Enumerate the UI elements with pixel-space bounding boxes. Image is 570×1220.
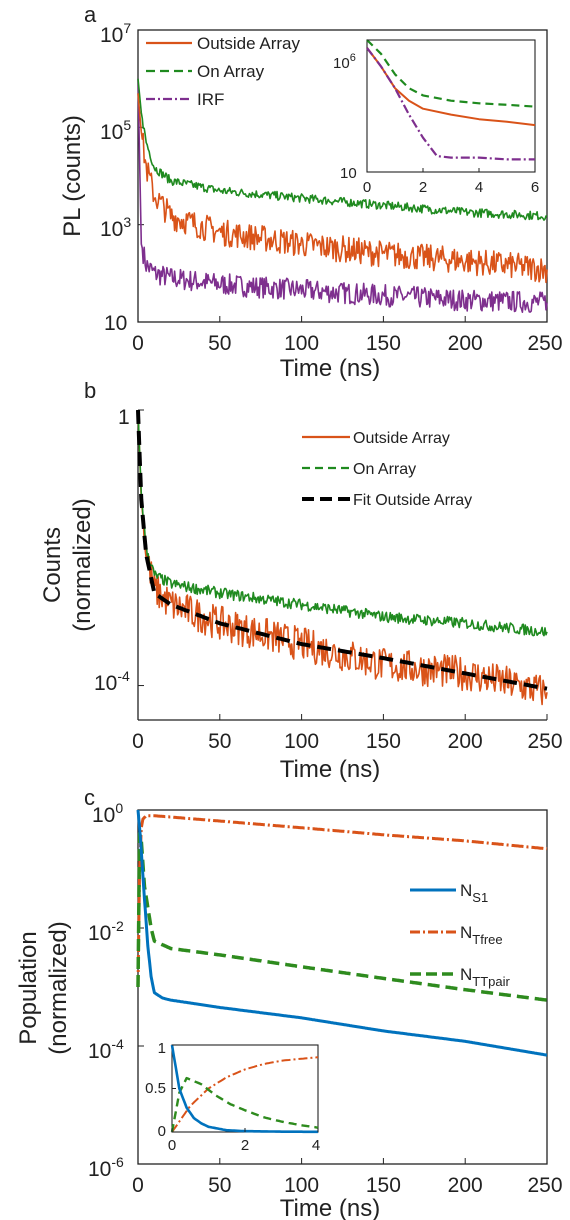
b-xtick-label: 250 [527,730,562,753]
a-legend-label: Outside Array [197,34,300,53]
c-ytick-label: 10-6 [88,1154,124,1181]
c-xtick-label: 100 [284,1174,319,1197]
a-xtick-label: 50 [208,332,231,355]
a-y-axis-label: PL (counts) [59,115,86,237]
b-legend-label: Fit Outside Array [353,492,472,509]
c-legend: NS1 NTfree NTTpair [410,881,511,989]
c-inset-series-n-tfree [171,1056,319,1133]
a-legend: Outside Array On Array IRF [146,34,300,109]
c-inset-ytick-label: 1 [158,1040,166,1057]
a-ytick-label: 105 [100,117,131,144]
c-ytick-label: 10-4 [88,1036,124,1063]
b-series-outside-array [137,409,548,706]
panel-c: c 100 10-2 10-4 10-6 0 50 100 150 200 25… [15,785,563,1220]
a-inset-ytick-label: 10 [340,165,357,182]
a-series-outside-array [137,93,548,284]
a-series-irf [137,78,548,313]
a-xtick-label: 200 [448,332,483,355]
c-xtick-label: 250 [527,1174,562,1197]
b-xtick-label: 150 [366,730,401,753]
a-xtick-label: 150 [366,332,401,355]
panel-a-axes-box [137,29,548,323]
a-inset-ytick-label: 106 [333,52,356,72]
panel-a-letter: a [84,2,97,27]
c-ytick-label: 10-2 [88,918,124,945]
c-series-n-ttpair [136,831,548,1002]
b-ytick-label: 1 [118,406,130,429]
panel-a: a 107 105 103 10 0 50 100 150 200 250 Ti… [59,2,563,382]
panel-b: b 1 10-4 0 50 100 150 200 250 Time (ns) … [39,378,563,783]
b-xtick-label: 50 [208,730,231,753]
c-series-n-tfree [136,814,548,988]
b-xtick-label: 100 [284,730,319,753]
c-inset-xtick-label: 4 [312,1137,320,1154]
a-legend-label: On Array [197,62,265,81]
a-inset-series-on-array [366,39,536,108]
b-legend-label: Outside Array [353,430,450,447]
a-inset-xtick-label: 0 [363,179,371,196]
b-series-fit-outside-array [136,409,548,691]
panel-b-letter: b [84,378,96,403]
a-inset-series-irf [366,47,535,161]
panel-c-letter: c [84,785,95,810]
c-legend-label: NTfree [460,923,503,947]
c-y-axis-label-line2: (normalized) [45,921,72,1054]
a-inset-box [366,39,536,173]
c-inset-ytick-label: 0 [158,1123,166,1140]
c-legend-label: NS1 [460,881,488,905]
b-ytick-label: 10-4 [94,668,130,695]
c-xtick-label: 200 [448,1174,483,1197]
a-ytick-label: 107 [100,20,131,47]
a-xtick-label: 0 [132,332,144,355]
c-xtick-label: 50 [208,1174,231,1197]
a-ytick-label: 103 [100,214,131,241]
a-legend-label: IRF [197,90,224,109]
c-inset-series-n-ttpair [170,1076,319,1133]
c-xtick-label: 0 [132,1174,144,1197]
b-y-axis-label-line1: Counts [39,527,66,603]
a-inset-xtick-label: 4 [475,179,483,196]
b-xtick-label: 0 [132,730,144,753]
c-legend-label: NTTpair [460,965,511,989]
c-inset-xtick-label: 2 [241,1137,249,1154]
a-ytick-label: 10 [104,312,127,335]
b-legend: Outside Array On Array Fit Outside Array [302,430,472,509]
c-inset: 1 0.5 0 0 2 4 [145,1040,320,1154]
b-series-on-array [137,409,548,637]
c-inset-xtick-label: 0 [168,1137,176,1154]
a-inset-xtick-label: 6 [531,179,539,196]
a-inset-xtick-label: 2 [419,179,427,196]
b-x-axis-label: Time (ns) [280,756,380,783]
c-series-n-s1 [136,809,548,1057]
a-series-on-array [137,78,548,221]
c-y-axis-label-line1: Population [15,931,42,1044]
a-xtick-label: 100 [284,332,319,355]
a-x-axis-label: Time (ns) [280,355,380,382]
b-y-axis-label-line2: (normalized) [69,498,96,631]
c-x-axis-label: Time (ns) [280,1195,380,1220]
b-xtick-label: 200 [448,730,483,753]
a-inset: 106 10 0 2 4 6 [333,39,539,196]
a-xtick-label: 250 [527,332,562,355]
c-xtick-label: 150 [366,1174,401,1197]
c-ytick-label: 100 [92,800,123,827]
b-legend-label: On Array [353,461,416,478]
c-inset-ytick-label: 0.5 [145,1080,166,1097]
a-inset-series-outside-array [366,47,536,127]
